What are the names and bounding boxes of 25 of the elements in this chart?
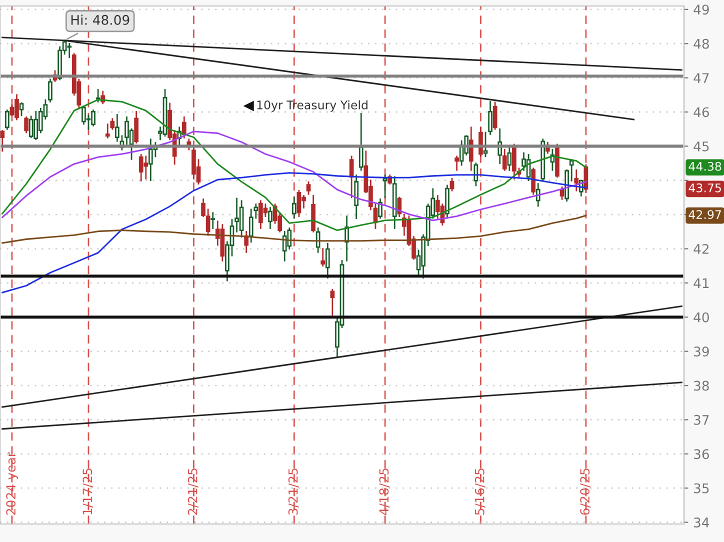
text: 10yr Treasury Yield bbox=[257, 100, 368, 112]
y-tick-label: 36 bbox=[694, 449, 709, 460]
y-tick-label: 48 bbox=[694, 38, 709, 49]
x-tick-label: 3/21/25 bbox=[288, 468, 299, 515]
y-tick-label: 45 bbox=[694, 142, 709, 152]
x-tick-label: 6/20/25 bbox=[580, 468, 591, 515]
annotation: 44.38 bbox=[688, 162, 722, 171]
y-tick-label: 40 bbox=[694, 312, 709, 322]
x-tick-label: 4/18/25 bbox=[379, 468, 390, 516]
y-tick-label: 47 bbox=[694, 73, 709, 83]
x-tick-label: 5/16/25 bbox=[474, 468, 486, 515]
y-tick-label: 39 bbox=[694, 346, 709, 357]
x-tick-label: 2/21/25 bbox=[188, 468, 198, 515]
y-tick-label: 34 bbox=[694, 518, 710, 528]
y-tick-label: 41 bbox=[694, 278, 709, 288]
y-tick-label: 38 bbox=[694, 380, 709, 391]
y-tick-label: 37 bbox=[694, 414, 709, 425]
annotation: Hi: 48.09 bbox=[71, 14, 130, 25]
annotation: 43.75 bbox=[688, 183, 721, 192]
annotation: 42.97 bbox=[688, 210, 721, 220]
y-tick-label: 42 bbox=[694, 244, 708, 254]
y-tick-label: 35 bbox=[694, 483, 709, 494]
x-tick-label: 1/17/25 bbox=[82, 468, 94, 514]
y-tick-label: 46 bbox=[694, 107, 709, 118]
y-tick-label: 49 bbox=[694, 4, 709, 15]
